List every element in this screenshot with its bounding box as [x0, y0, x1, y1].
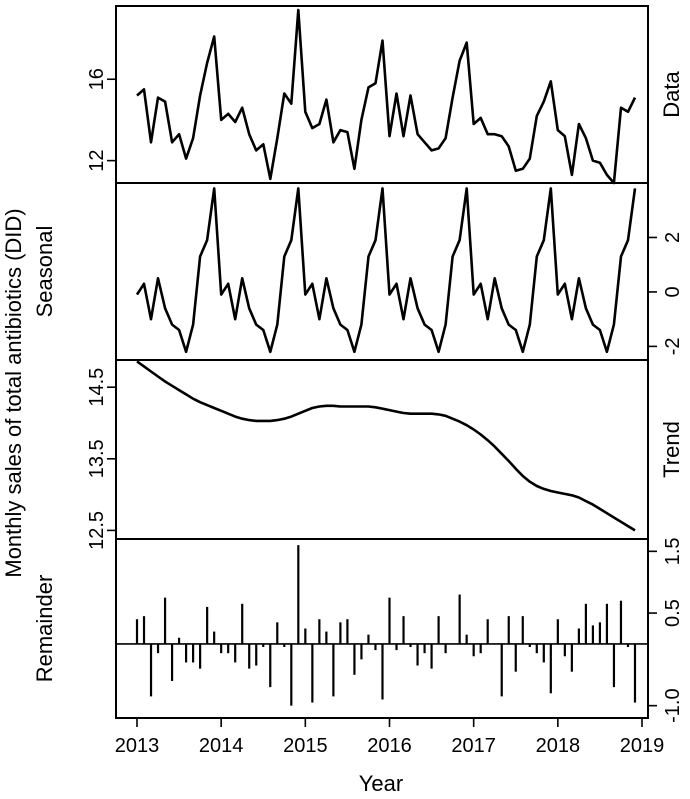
series-line-data: [136, 8, 637, 185]
panel-frame-remainder: [115, 538, 649, 719]
ytick-label-trend-1: 13.5: [86, 439, 108, 478]
ytick-label-seasonal-2: 2: [662, 232, 684, 243]
panel-trend: 12.5 13.5 14.5 Trend: [86, 359, 684, 550]
panel-frame-trend: [115, 359, 649, 540]
ytick-label-data-1: 16: [86, 68, 108, 90]
ytick-label-remainder-2: 1.5: [662, 537, 684, 565]
xtick-label-4: 2017: [451, 735, 496, 757]
ytick-label-remainder-1: 0.5: [662, 599, 684, 627]
xtick-label-6: 2019: [620, 735, 665, 757]
xtick-label-1: 2014: [199, 735, 244, 757]
x-axis-title: Year: [359, 771, 403, 796]
ytick-label-remainder-0: -1.0: [662, 688, 684, 722]
ytick-label-trend-0: 12.5: [86, 511, 108, 550]
panel-frame-seasonal: [115, 182, 649, 361]
ytick-label-seasonal-1: 0: [662, 286, 684, 297]
panel-label-data: Data: [659, 71, 684, 118]
panel-seasonal: -2 0 2 Seasonal: [32, 182, 684, 361]
series-line-seasonal: [135, 187, 637, 354]
panels-group: 12 16 Data -2 0 2 Seasonal 12.5 13.5 14.5 Trend -1.…: [32, 5, 684, 723]
panel-label-seasonal: Seasonal: [32, 226, 57, 318]
xtick-label-5: 2018: [536, 735, 581, 757]
series-line-trend: [136, 360, 636, 532]
xtick-label-0: 2013: [115, 735, 160, 757]
panel-data: 12 16 Data: [86, 5, 684, 185]
ytick-label-seasonal-0: -2: [662, 337, 684, 355]
panel-label-trend: Trend: [659, 421, 684, 478]
xtick-label-2: 2015: [283, 735, 328, 757]
panel-label-remainder: Remainder: [32, 575, 57, 683]
x-axis: 2013 2014 2015 2016 2017 2018 2019: [115, 718, 665, 757]
ytick-label-trend-2: 14.5: [86, 368, 108, 407]
y-axis-title: Monthly sales of total antibiotics (DID): [1, 208, 26, 577]
xtick-label-3: 2016: [367, 735, 412, 757]
panel-remainder: -1.0 0.5 1.5 Remainder: [32, 537, 684, 722]
ytick-label-data-0: 12: [86, 149, 108, 171]
